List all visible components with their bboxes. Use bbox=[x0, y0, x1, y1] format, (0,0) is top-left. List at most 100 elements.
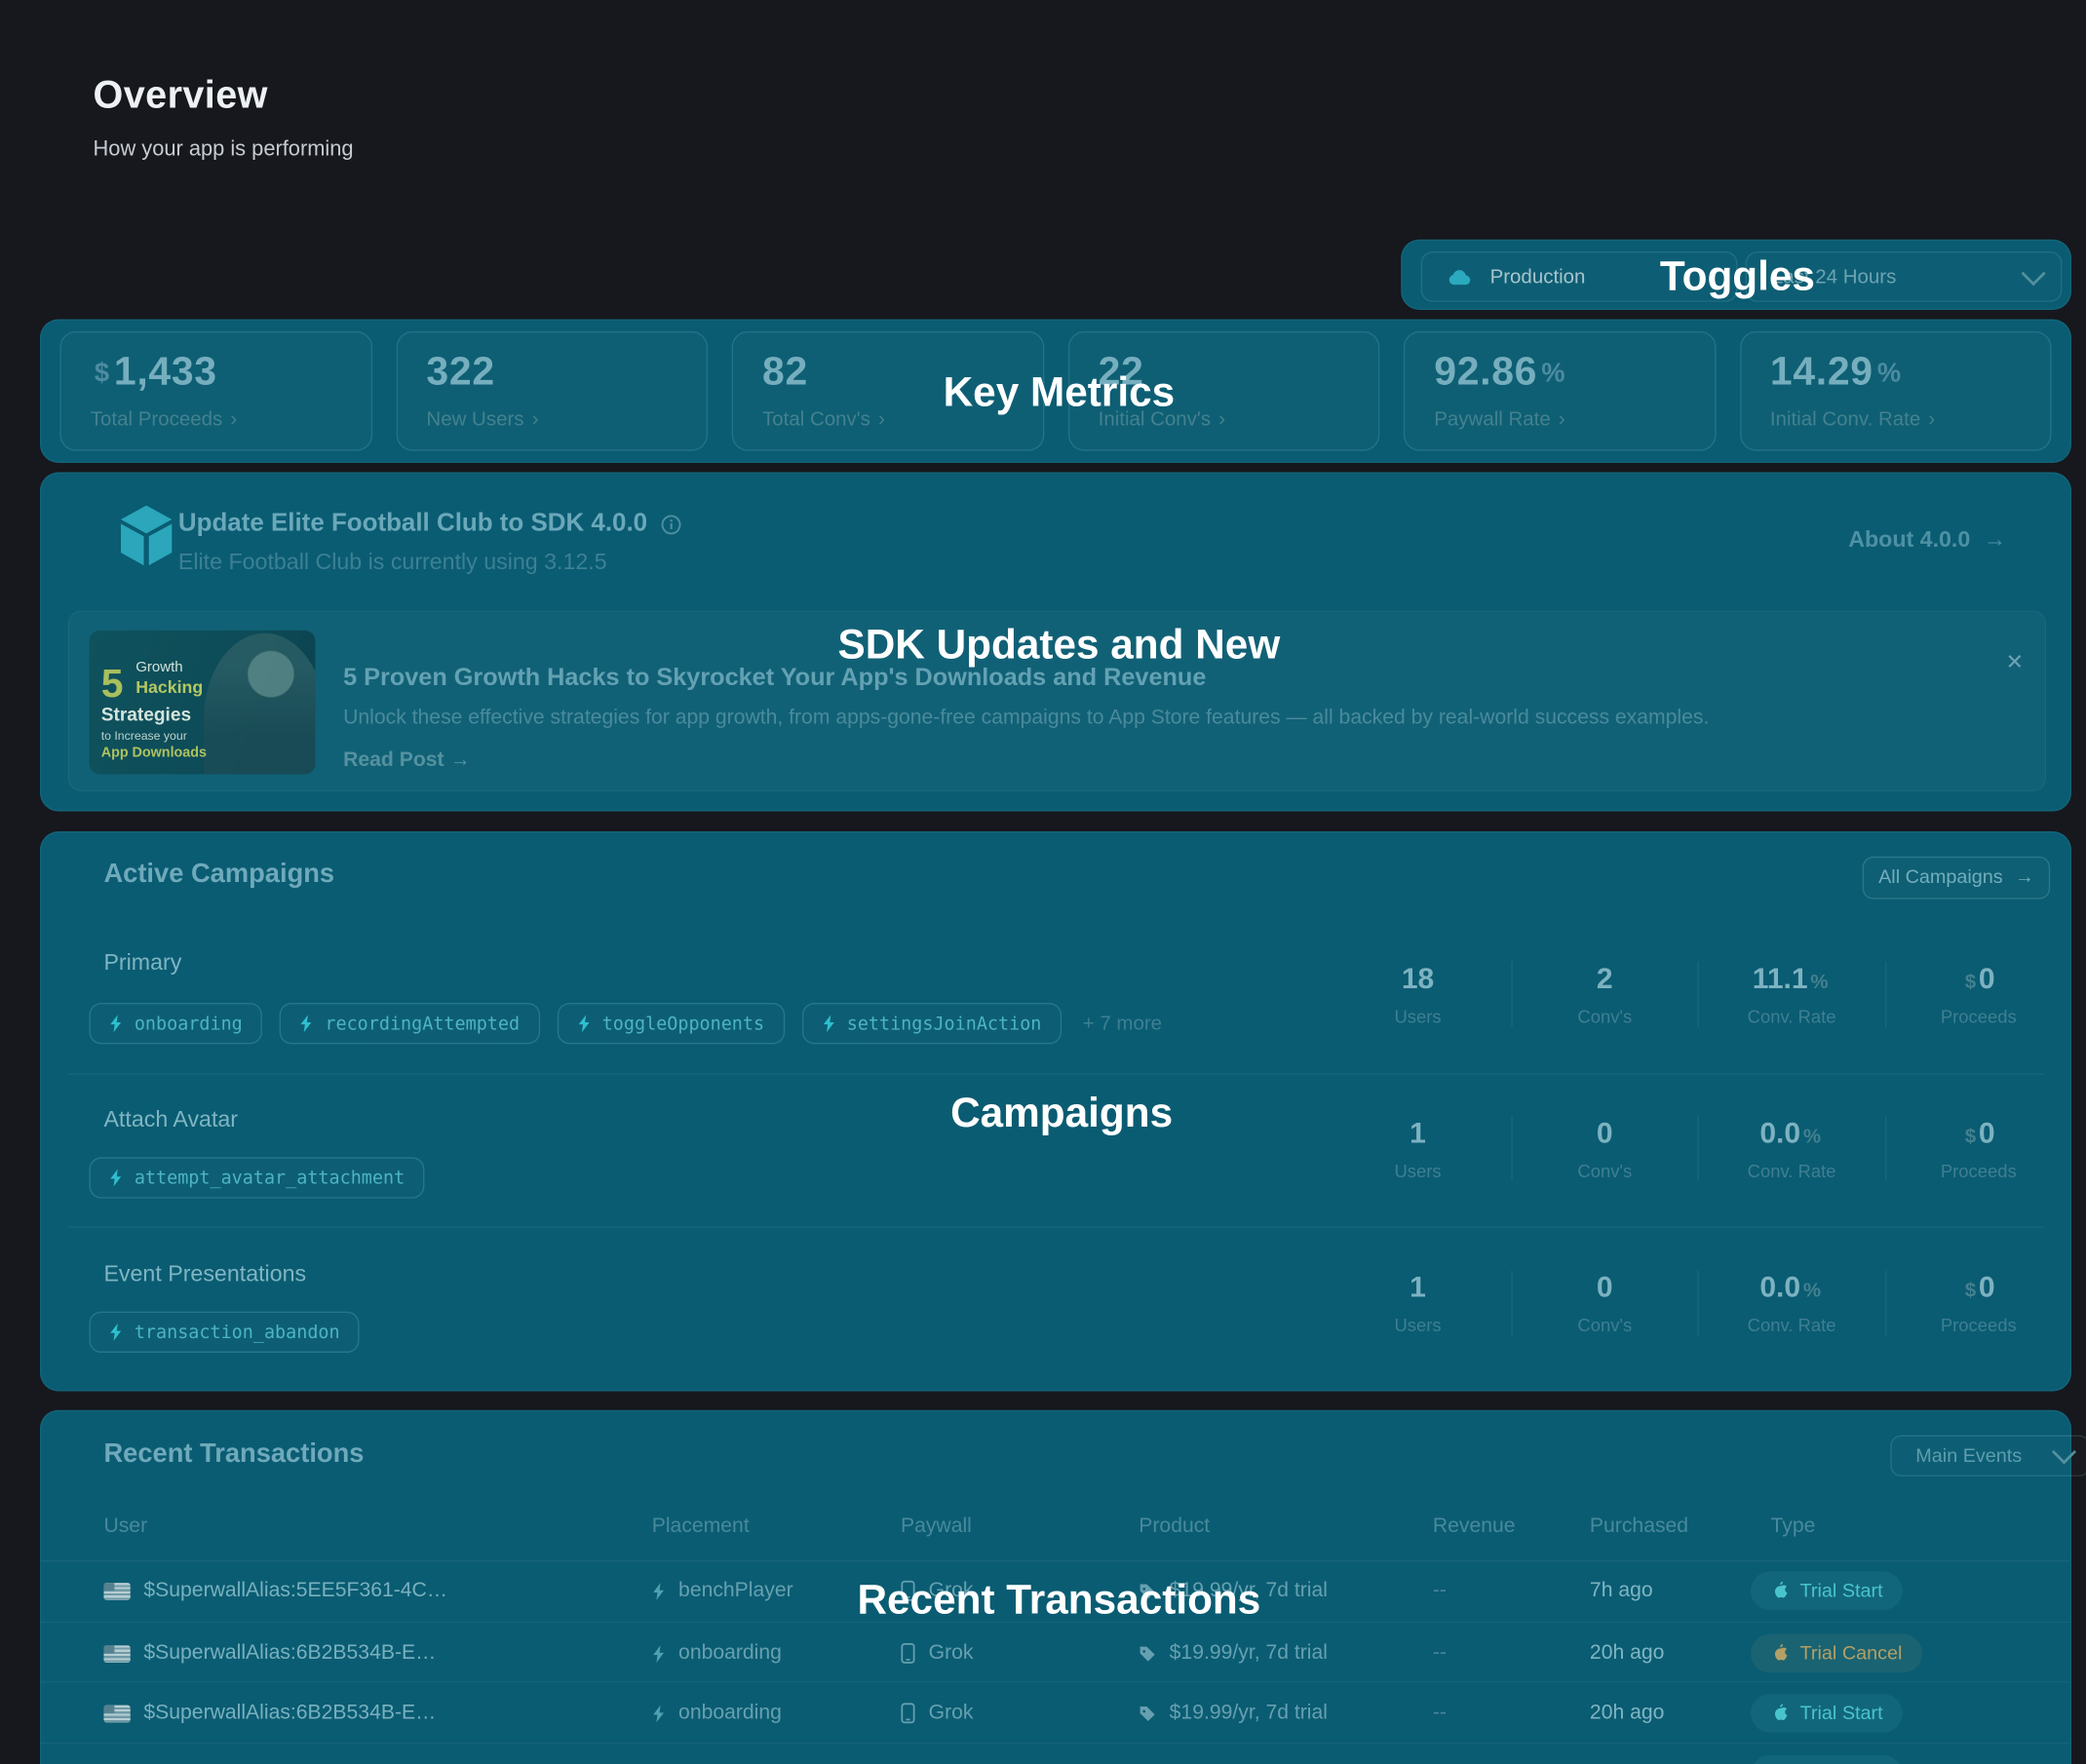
stat-proceeds: $0 Proceeds bbox=[1884, 1270, 2071, 1336]
placement-tag: transaction_abandon bbox=[89, 1311, 361, 1354]
metric-value: 82 bbox=[762, 349, 808, 394]
metric-label: Initial Conv's bbox=[1098, 407, 1212, 432]
bolt-icon bbox=[823, 1015, 834, 1033]
col-user: User bbox=[103, 1515, 148, 1538]
blog-post-thumbnail: 5 Growth Hacking Strategies to Increase … bbox=[89, 630, 316, 775]
stat-conv-rate: 11.1% Conv. Rate bbox=[1697, 961, 1884, 1027]
stat-conv-rate: 0.0% Conv. Rate bbox=[1697, 1270, 1884, 1336]
main-events-label: Main Events bbox=[1915, 1444, 2023, 1467]
sdk-current-version: Elite Football Club is currently using 3… bbox=[177, 549, 607, 575]
col-paywall: Paywall bbox=[900, 1515, 972, 1538]
read-post-link[interactable]: Read Post → bbox=[343, 748, 471, 772]
metric-card-total-convs[interactable]: 82 Total Conv's › bbox=[731, 330, 1044, 451]
thumbnail-text: Hacking bbox=[135, 676, 204, 698]
col-type: Type bbox=[1770, 1515, 1816, 1538]
revenue: -- bbox=[1433, 1762, 1447, 1764]
stat-users: 1 Users bbox=[1394, 1116, 1442, 1181]
thumbnail-text: Strategies bbox=[100, 703, 192, 725]
chevron-right-icon: › bbox=[878, 407, 885, 432]
thumbnail-text: App Downloads bbox=[100, 745, 208, 761]
user-alias: $SuperwallAlias:6B2B534B-E… bbox=[143, 1701, 437, 1724]
about-sdk-link[interactable]: About 4.0.0 → bbox=[1848, 526, 2006, 553]
campaign-stats: 1 Users 0 Conv's 0.0% Conv. Rate $0 Proceeds bbox=[1325, 1270, 2071, 1336]
transaction-row[interactable]: $SuperwallAlias:5EE5F361-4C… benchPlayer… bbox=[41, 1560, 2069, 1622]
tag-icon bbox=[1140, 1706, 1155, 1721]
blog-post-title: 5 Proven Growth Hacks to Skyrocket Your … bbox=[343, 662, 1207, 691]
main-events-dropdown[interactable]: Main Events bbox=[1890, 1435, 2086, 1476]
cloud-icon bbox=[1449, 270, 1471, 286]
page-title: Overview bbox=[93, 74, 268, 118]
stat-proceeds: $0 Proceeds bbox=[1884, 1116, 2071, 1181]
metric-value: 14.29 bbox=[1769, 349, 1874, 394]
close-icon[interactable]: ✕ bbox=[2005, 651, 2024, 674]
transaction-row[interactable]: $SuperwallAlias:47F… onboarding Grok $19… bbox=[41, 1742, 2070, 1764]
tag-icon bbox=[1140, 1583, 1155, 1598]
bolt-icon bbox=[110, 1015, 122, 1033]
chevron-right-icon: › bbox=[1558, 407, 1565, 432]
user-alias: $SuperwallAlias:47F… bbox=[143, 1762, 352, 1764]
revenue: -- bbox=[1432, 1641, 1447, 1665]
bolt-icon bbox=[110, 1323, 122, 1341]
col-product: Product bbox=[1139, 1515, 1211, 1538]
status-badge: Trial Start bbox=[1751, 1754, 1904, 1764]
placement: onboarding bbox=[678, 1701, 782, 1724]
placement: benchPlayer bbox=[678, 1579, 793, 1602]
metric-label: Total Conv's bbox=[762, 407, 870, 432]
thumbnail-person-photo bbox=[203, 633, 316, 775]
placement-tag: toggleOpponents bbox=[557, 1003, 785, 1045]
transactions-overlay: Recent Transactions Main Events User Pla… bbox=[39, 1409, 2086, 1764]
metric-label: Total Proceeds bbox=[90, 407, 223, 432]
placement: onboarding bbox=[678, 1762, 782, 1764]
metric-card-total-proceeds[interactable]: $1,433 Total Proceeds › bbox=[59, 330, 372, 451]
time-range-dropdown[interactable]: Last 24 Hours bbox=[1745, 250, 2063, 302]
environment-label: Production bbox=[1489, 265, 1586, 288]
campaign-stats: 1 Users 0 Conv's 0.0% Conv. Rate $0 Proceeds bbox=[1325, 1116, 2071, 1181]
percent-symbol: % bbox=[1876, 359, 1902, 389]
revenue: -- bbox=[1432, 1579, 1447, 1602]
bolt-icon bbox=[300, 1015, 312, 1033]
col-placement: Placement bbox=[651, 1515, 750, 1538]
metric-label: Initial Conv. Rate bbox=[1769, 407, 1921, 432]
us-flag-icon bbox=[103, 1582, 131, 1600]
metric-label: Paywall Rate bbox=[1434, 407, 1551, 432]
thumbnail-number: 5 bbox=[100, 662, 124, 707]
info-icon[interactable] bbox=[661, 514, 680, 534]
placement-tag: settingsJoinAction bbox=[801, 1003, 1062, 1045]
all-campaigns-button[interactable]: All Campaigns → bbox=[1862, 856, 2051, 900]
campaign-tags: attempt_avatar_attachment bbox=[89, 1157, 425, 1199]
campaign-stats: 18 Users 2 Conv's 11.1% Conv. Rate $0 Procee… bbox=[1325, 961, 2071, 1027]
transaction-row[interactable]: $SuperwallAlias:6B2B534B-E… onboarding G… bbox=[41, 1681, 2070, 1744]
user-alias: $SuperwallAlias:6B2B534B-E… bbox=[143, 1641, 437, 1665]
currency-symbol: $ bbox=[94, 359, 110, 389]
product: $19.99/yr, 7d trial bbox=[1169, 1701, 1328, 1724]
toggles-annotation: Toggles bbox=[1659, 252, 1815, 300]
metric-card-initial-convs[interactable]: 22 Initial Conv's › bbox=[1067, 330, 1380, 451]
chevron-right-icon: › bbox=[230, 407, 238, 432]
phone-icon bbox=[901, 1643, 915, 1664]
sdk-overlay: Update Elite Football Club to SDK 4.0.0 … bbox=[39, 472, 2071, 812]
environment-toggle[interactable]: Production bbox=[1420, 250, 1738, 302]
purchased: 7h ago bbox=[1589, 1579, 1653, 1602]
time-range-label: Last 24 Hours bbox=[1771, 265, 1897, 288]
stat-convs: 0 Conv's bbox=[1510, 1116, 1698, 1181]
apple-icon bbox=[1774, 1581, 1788, 1598]
chevron-right-icon: › bbox=[531, 407, 539, 432]
divider bbox=[67, 1226, 2044, 1228]
placement-tag: onboarding bbox=[89, 1003, 263, 1045]
divider bbox=[67, 1073, 2044, 1075]
status-badge: Trial Start bbox=[1751, 1571, 1904, 1611]
bolt-icon bbox=[653, 1644, 665, 1663]
phone-icon bbox=[901, 1580, 915, 1601]
metric-card-paywall-rate[interactable]: 92.86% Paywall Rate › bbox=[1403, 330, 1716, 451]
status-badge: Trial Start bbox=[1751, 1694, 1904, 1733]
metric-card-new-users[interactable]: 322 New Users › bbox=[396, 330, 709, 451]
key-metrics-annotation: Key Metrics bbox=[943, 368, 1176, 415]
chevron-right-icon: › bbox=[1218, 407, 1226, 432]
purchased: 20h ago bbox=[1589, 1701, 1665, 1724]
transaction-row[interactable]: $SuperwallAlias:6B2B534B-E… onboarding G… bbox=[41, 1621, 2070, 1684]
campaign-name: Attach Avatar bbox=[103, 1106, 239, 1132]
metric-card-initial-conv-rate[interactable]: 14.29% Initial Conv. Rate › bbox=[1739, 330, 2052, 451]
placement: onboarding bbox=[678, 1641, 782, 1665]
placement-tag: recordingAttempted bbox=[279, 1003, 540, 1045]
